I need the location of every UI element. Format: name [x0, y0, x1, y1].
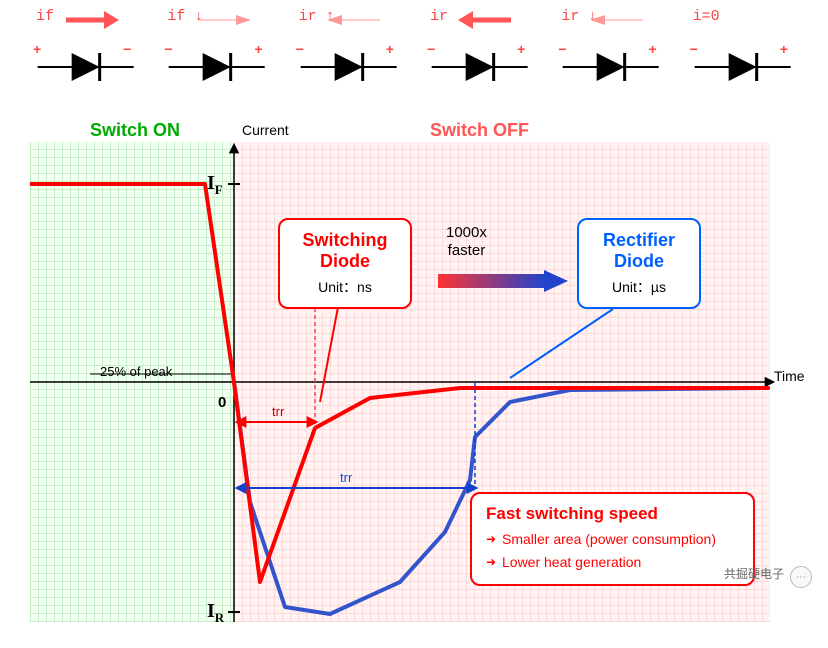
- diode-icon-2: [293, 50, 404, 84]
- fast-switching-info: Fast switching speed Smaller area (power…: [470, 492, 755, 586]
- trr-red-label: trr: [272, 404, 284, 419]
- watermark-logo: ⋯: [790, 566, 812, 588]
- diode-icon-3: [424, 50, 535, 84]
- chart-area: Switch ON Switch OFF Current Time IF IR …: [30, 112, 800, 632]
- diode-state-4: ir ↓ − +: [555, 8, 666, 86]
- diode-state-1: if ↓ − +: [161, 8, 272, 86]
- switching-diode-callout: Switching Diode Unit：ns: [278, 218, 412, 309]
- state-label-5: i=0: [693, 8, 720, 25]
- diode-state-2: ir ↑ − +: [293, 8, 404, 86]
- state-label-0: if: [36, 8, 54, 25]
- info-item-0: Smaller area (power consumption): [486, 530, 739, 549]
- diode-icon-1: [161, 50, 272, 84]
- diode-icon-0: [30, 50, 141, 84]
- info-item-1: Lower heat generation: [486, 553, 739, 572]
- rd-title: Rectifier Diode: [593, 230, 685, 271]
- state-arrow-1: [196, 10, 251, 30]
- diode-icon-4: [555, 50, 666, 84]
- diode-state-0: if + −: [30, 8, 141, 86]
- diode-states-row: if + − if ↓ − + ir ↑ − +: [30, 8, 798, 86]
- state-arrow-0: [64, 10, 119, 30]
- watermark-text: 共掘硬电子: [724, 565, 784, 582]
- sd-title: Switching Diode: [294, 230, 396, 271]
- diode-state-5: i=0 − +: [687, 8, 798, 86]
- rd-unit: Unit：µs: [593, 277, 685, 297]
- info-heading: Fast switching speed: [486, 504, 739, 524]
- diode-icon-5: [687, 50, 798, 84]
- rectifier-diode-callout: Rectifier Diode Unit：µs: [577, 218, 701, 309]
- state-label-3: ir: [430, 8, 448, 25]
- trr-blue-label: trr: [340, 470, 352, 485]
- state-arrow-2: [327, 10, 382, 30]
- faster-label: 1000xfaster: [446, 224, 487, 260]
- gradient-arrow: [438, 270, 568, 292]
- state-arrow-4: [590, 10, 645, 30]
- sd-unit: Unit：ns: [294, 277, 396, 297]
- diode-state-3: ir − +: [424, 8, 535, 86]
- state-arrow-3: [458, 10, 513, 30]
- state-arrow-5: [721, 10, 776, 30]
